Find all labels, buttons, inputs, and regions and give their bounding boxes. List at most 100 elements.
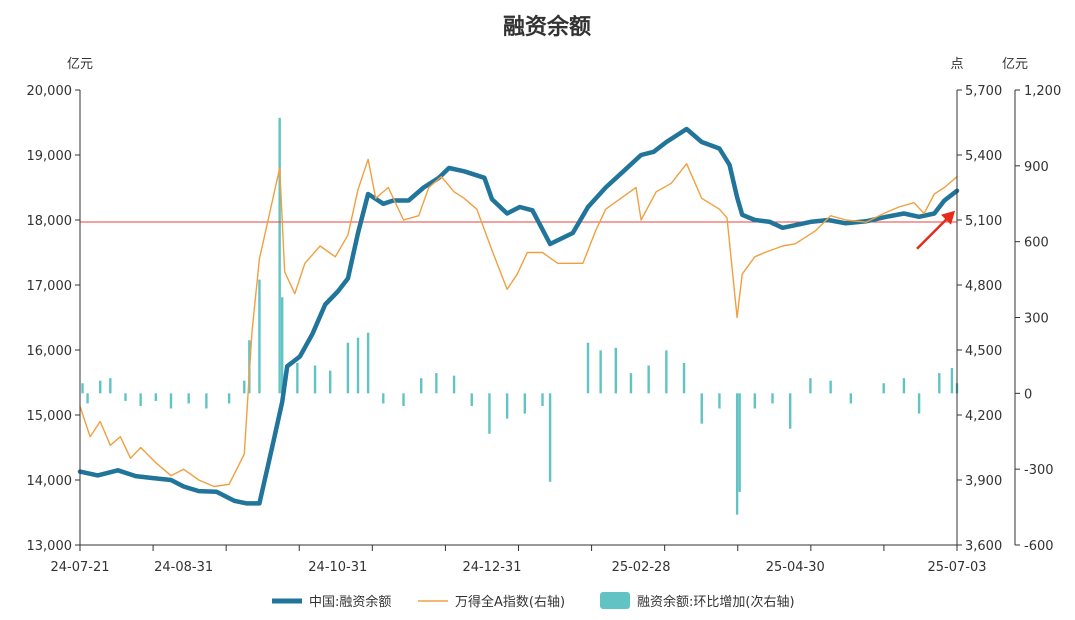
- change-bar: [366, 332, 370, 394]
- right-y-tick-label: 4,800: [965, 279, 1002, 294]
- red-arrow-shaft: [916, 216, 949, 250]
- secondary-right-y-tick-label: -600: [1024, 539, 1054, 554]
- change-bar: [586, 342, 590, 394]
- change-bar: [647, 365, 650, 394]
- x-tick-label: 24-10-31: [308, 560, 367, 575]
- change-bar: [548, 393, 552, 482]
- change-bar: [258, 279, 261, 394]
- change-bar: [227, 393, 231, 404]
- change-bar: [139, 393, 142, 406]
- change-bar: [902, 378, 906, 394]
- left-y-tick-label: 20,000: [27, 84, 73, 99]
- change-bar: [278, 117, 281, 394]
- axes-layer: 13,000 14,000 15,000 16,000 17,000 18,000 19,0…: [27, 84, 1062, 575]
- left-y-tick-label: 14,000: [27, 474, 73, 489]
- change-bar: [313, 365, 317, 394]
- change-bar: [665, 350, 668, 394]
- bar-series-layer: [81, 117, 959, 515]
- line-series-layer: [77, 126, 960, 506]
- secondary-right-y-tick-label: 600: [1024, 236, 1049, 251]
- legend-swatch-bars: [600, 592, 630, 609]
- change-bar: [541, 393, 544, 406]
- change-bar: [523, 393, 527, 414]
- change-bar: [735, 393, 739, 515]
- x-tick-label: 25-04-30: [766, 560, 825, 575]
- wind-a-index-line: [79, 158, 958, 488]
- change-bar: [809, 378, 812, 394]
- change-bar: [329, 370, 332, 394]
- change-bar: [419, 378, 423, 394]
- change-bar: [938, 373, 941, 394]
- change-bar: [599, 350, 602, 394]
- change-bar: [917, 393, 921, 414]
- right-y-tick-label: 4,500: [965, 344, 1002, 359]
- arrow-layer: [916, 210, 955, 250]
- right-axis-unit: 点: [950, 57, 963, 72]
- change-bar: [169, 393, 173, 409]
- change-bar: [849, 393, 853, 404]
- change-bar: [205, 393, 208, 409]
- right-y-tick-label: 3,900: [965, 474, 1002, 489]
- change-bar: [771, 393, 774, 404]
- left-axis-unit: 亿元: [67, 57, 93, 72]
- change-bar: [452, 375, 456, 394]
- change-bar: [435, 373, 438, 394]
- change-bar: [882, 383, 885, 394]
- left-y-tick-label: 16,000: [27, 344, 73, 359]
- change-bar: [614, 347, 618, 394]
- change-bar: [738, 393, 741, 492]
- change-bar: [280, 297, 284, 394]
- right-y-tick-label: 3,600: [965, 539, 1002, 554]
- secondary-right-y-tick-label: 0: [1024, 387, 1032, 402]
- change-bar: [629, 373, 633, 394]
- secondary-right-axis-unit: 亿元: [1002, 57, 1028, 72]
- change-bar: [470, 393, 473, 406]
- legend: 中国:融资余额 万得全A指数(右轴) 融资余额:环比增加(次右轴): [272, 592, 795, 610]
- left-y-tick-label: 17,000: [27, 279, 73, 294]
- change-bar: [99, 380, 102, 394]
- x-tick-label: 25-02-28: [612, 560, 671, 575]
- x-tick-label: 24-08-31: [154, 560, 213, 575]
- change-bar: [124, 393, 127, 401]
- x-tick-label: 24-12-31: [462, 560, 521, 575]
- legend-label: 中国:融资余额: [309, 594, 391, 610]
- legend-label: 融资余额:环比增加(次右轴): [637, 594, 795, 610]
- change-bar: [682, 363, 686, 394]
- left-y-tick-label: 18,000: [27, 214, 73, 229]
- change-bar: [81, 383, 84, 394]
- change-bar: [356, 337, 360, 394]
- secondary-right-y-tick-label: -300: [1024, 463, 1054, 478]
- change-bar: [296, 363, 299, 394]
- chart-title: 融资余额: [503, 14, 591, 40]
- change-bar: [829, 380, 832, 394]
- x-tick-label: 24-07-21: [50, 560, 109, 575]
- red-arrow-head: [941, 210, 955, 225]
- x-tick-label: 25-07-03: [927, 560, 986, 575]
- change-bar: [382, 393, 385, 404]
- right-y-tick-label: 5,700: [965, 84, 1002, 99]
- change-bar: [700, 393, 703, 424]
- secondary-right-y-tick-label: 1,200: [1024, 84, 1061, 99]
- right-y-tick-label: 4,200: [965, 409, 1002, 424]
- change-bar: [718, 393, 721, 409]
- right-y-tick-label: 5,400: [965, 149, 1002, 164]
- change-bar: [505, 393, 509, 419]
- change-bar: [753, 393, 757, 409]
- secondary-right-y-tick-label: 900: [1024, 160, 1049, 175]
- change-bar: [243, 380, 246, 394]
- legend-label: 万得全A指数(右轴): [455, 594, 565, 610]
- change-bar: [86, 393, 89, 404]
- change-bar: [488, 393, 491, 434]
- margin-balance-line: [77, 126, 960, 506]
- change-bar: [950, 368, 954, 394]
- secondary-right-y-tick-label: 300: [1024, 312, 1049, 327]
- left-y-tick-label: 13,000: [27, 539, 73, 554]
- change-bar: [788, 393, 792, 429]
- left-y-tick-label: 19,000: [27, 149, 73, 164]
- change-bar: [402, 393, 405, 406]
- left-y-tick-label: 15,000: [27, 409, 73, 424]
- change-bar: [154, 393, 158, 401]
- change-bar: [346, 342, 350, 394]
- change-bar: [187, 393, 190, 404]
